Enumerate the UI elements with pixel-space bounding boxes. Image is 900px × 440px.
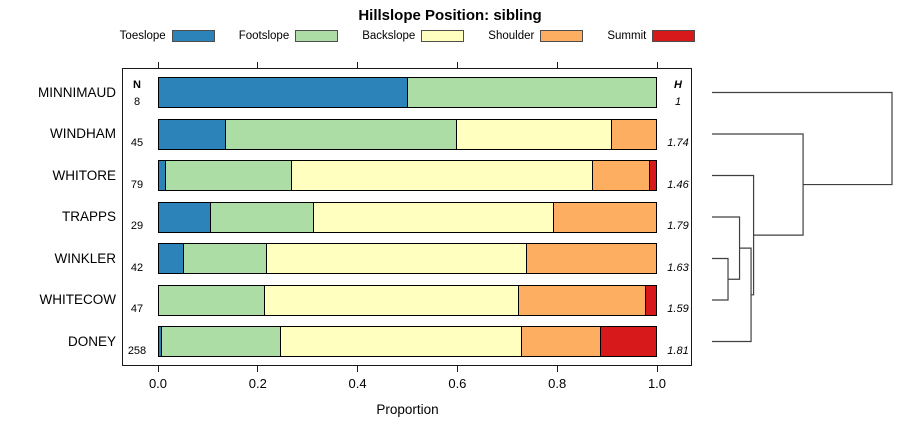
axis-tick-bottom bbox=[456, 366, 458, 372]
h-value: 1.79 bbox=[667, 220, 689, 232]
axis-tick-bottom bbox=[257, 366, 259, 372]
bar-doney bbox=[158, 326, 657, 357]
axis-tick-bottom bbox=[157, 366, 159, 372]
h-value: 1 bbox=[674, 95, 682, 108]
shoulder-swatch bbox=[540, 30, 584, 42]
n-value: 258 bbox=[127, 344, 147, 357]
segment-footslope bbox=[166, 161, 293, 190]
segment-toeslope bbox=[159, 119, 226, 149]
segment-backslope bbox=[281, 327, 523, 356]
axis-tick-bottom bbox=[656, 366, 658, 372]
axis-tick-label: 0.4 bbox=[348, 376, 367, 391]
h-value: 1.63 bbox=[667, 261, 689, 274]
legend-label: Shoulder bbox=[488, 30, 535, 42]
axis-tick-top bbox=[656, 62, 658, 68]
legend-label: Summit bbox=[607, 30, 647, 42]
h-value: 1.81 bbox=[667, 344, 689, 357]
legend-label: Toeslope bbox=[119, 30, 166, 42]
axis-tick-bottom bbox=[357, 366, 359, 372]
bar-whitecow bbox=[158, 284, 657, 316]
segment-footslope bbox=[161, 327, 282, 356]
axis-tick-top bbox=[257, 62, 259, 68]
axis-tick-label: 1.0 bbox=[647, 376, 667, 391]
row-label-trapps: TRAPPS bbox=[61, 209, 116, 224]
axis-tick-label: 0.2 bbox=[248, 376, 267, 391]
axis-tick-top bbox=[157, 62, 159, 68]
legend-item-summit: Summit bbox=[607, 30, 696, 42]
legend-item-toeslope: Toeslope bbox=[120, 30, 215, 42]
segment-toeslope bbox=[159, 327, 162, 356]
segment-summit bbox=[645, 285, 656, 315]
segment-footslope bbox=[159, 285, 266, 315]
segment-footslope bbox=[408, 78, 656, 107]
legend-item-shoulder: Shoulder bbox=[488, 30, 584, 42]
segment-backslope bbox=[314, 202, 554, 232]
segment-toeslope bbox=[159, 244, 184, 273]
legend-label: Backslope bbox=[362, 30, 416, 42]
n-value: 47 bbox=[130, 303, 144, 315]
bar-whitore bbox=[158, 160, 657, 191]
segment-footslope bbox=[225, 119, 458, 149]
segment-summit bbox=[600, 327, 656, 356]
axis-tick-top bbox=[357, 62, 359, 68]
segment-toeslope bbox=[159, 161, 167, 190]
legend-label: Footslope bbox=[238, 30, 290, 42]
footslope-swatch bbox=[295, 30, 339, 42]
row-label-doney: DONEY bbox=[67, 333, 116, 349]
legend-item-backslope: Backslope bbox=[362, 30, 465, 42]
legend: Toeslope Footslope Backslope Shoulder Summit bbox=[0, 27, 815, 45]
n-value: 79 bbox=[130, 178, 144, 191]
segment-shoulder bbox=[526, 244, 656, 273]
segment-footslope bbox=[210, 202, 315, 232]
h-value: 1.46 bbox=[667, 178, 689, 191]
h-value: 1.59 bbox=[667, 303, 689, 315]
bar-windham bbox=[158, 118, 657, 150]
row-label-windham: WINDHAM bbox=[50, 126, 116, 141]
row-label-whitecow: WHITECOW bbox=[39, 292, 117, 307]
segment-backslope bbox=[265, 285, 519, 315]
segment-backslope bbox=[457, 119, 613, 149]
segment-summit bbox=[649, 161, 656, 190]
n-value: 45 bbox=[130, 137, 144, 149]
axis-tick-bottom bbox=[556, 366, 558, 372]
axis-tick-top bbox=[456, 62, 458, 68]
bar-trapps bbox=[158, 201, 657, 233]
segment-shoulder bbox=[518, 285, 646, 315]
axis-tick-label: 0.6 bbox=[448, 376, 467, 391]
n-column-header: N bbox=[133, 79, 141, 91]
segment-toeslope bbox=[159, 78, 408, 107]
plot-box bbox=[122, 68, 692, 366]
toeslope-swatch bbox=[171, 30, 215, 42]
bar-winkler bbox=[158, 243, 657, 274]
chart-title: Hillslope Position: sibling bbox=[358, 7, 542, 24]
n-value: 42 bbox=[130, 261, 144, 274]
axis-tick-top bbox=[556, 62, 558, 68]
segment-shoulder bbox=[592, 161, 650, 190]
segment-backslope bbox=[266, 244, 527, 273]
segment-shoulder bbox=[522, 327, 601, 356]
summit-swatch bbox=[652, 30, 696, 42]
segment-toeslope bbox=[159, 202, 211, 232]
h-value: 1.74 bbox=[667, 137, 689, 149]
n-value: 8 bbox=[133, 95, 141, 108]
segment-backslope bbox=[292, 161, 593, 190]
n-value: 29 bbox=[130, 220, 144, 232]
row-label-minnimaud: MINNIMAUD bbox=[38, 84, 116, 100]
axis-tick-label: 0.8 bbox=[548, 376, 567, 391]
backslope-swatch bbox=[421, 30, 465, 42]
x-axis-title: Proportion bbox=[376, 402, 439, 417]
row-label-winkler: WINKLER bbox=[54, 250, 116, 266]
segment-shoulder bbox=[553, 202, 657, 232]
segment-shoulder bbox=[612, 119, 657, 149]
bar-minnimaud bbox=[158, 77, 657, 108]
axis-tick-label: 0.0 bbox=[148, 376, 168, 391]
legend-item-footslope: Footslope bbox=[239, 30, 339, 42]
row-label-whitore: WHITORE bbox=[52, 167, 117, 183]
h-column-header: H bbox=[674, 79, 682, 91]
segment-footslope bbox=[183, 244, 267, 273]
